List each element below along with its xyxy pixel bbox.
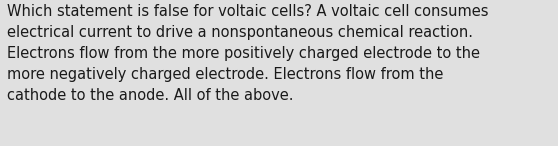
Text: Which statement is false for voltaic cells? A voltaic cell consumes
electrical c: Which statement is false for voltaic cel… [7,4,488,103]
